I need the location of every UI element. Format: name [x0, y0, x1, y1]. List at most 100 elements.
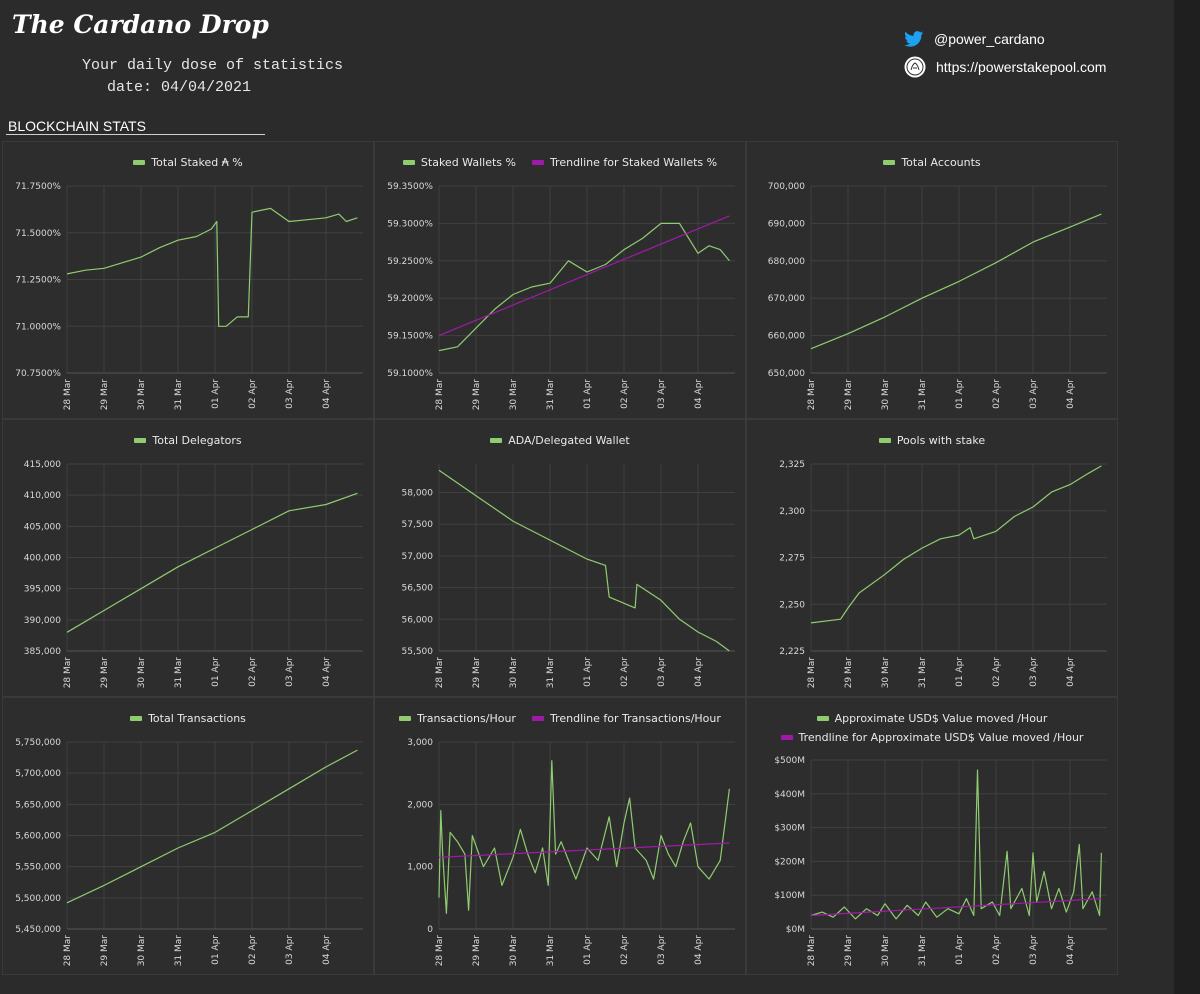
y-tick-label: 5,500,000	[15, 894, 61, 904]
y-tick-label: 71.7500%	[15, 182, 61, 192]
chart-svg: 28 Mar 29 Mar 30 Mar 31 Mar 01 Apr 02 Apr 03 A…	[15, 738, 363, 966]
legend-label: Staked Wallets %	[420, 156, 516, 169]
chart-legend: ADA/Delegated Wallet	[375, 434, 745, 447]
legend-item: Approximate USD$ Value moved /Hour	[816, 712, 1048, 725]
legend-item: Total Staked ₳ %	[133, 156, 243, 169]
chart-svg: 28 Mar 29 Mar 30 Mar 31 Mar 01 Apr 02 Apr 03 A…	[779, 460, 1107, 689]
legend-label: Total Accounts	[901, 156, 981, 169]
x-tick-label: 30 Mar	[509, 379, 519, 411]
x-tick-label: 30 Mar	[137, 379, 147, 411]
x-tick-label: 29 Mar	[472, 379, 482, 411]
y-tick-label: 0	[427, 925, 433, 935]
y-tick-label: 59.3500%	[387, 182, 433, 192]
x-tick-label: 29 Mar	[100, 379, 110, 411]
y-tick-label: 700,000	[768, 182, 805, 192]
legend-swatch-series	[130, 716, 143, 721]
x-tick-label: 03 Apr	[1029, 935, 1039, 965]
x-tick-label: 31 Mar	[174, 379, 184, 411]
y-tick-label: 59.3000%	[387, 219, 433, 229]
legend-item: Staked Wallets %	[402, 156, 516, 169]
legend-label: Trendline for Approximate USD$ Value mov…	[798, 731, 1084, 744]
x-tick-label: 03 Apr	[1029, 657, 1039, 687]
series-line	[810, 213, 1102, 350]
x-tick-label: 01 Apr	[955, 935, 965, 965]
legend-swatch-trend	[780, 735, 793, 740]
trendline	[438, 215, 730, 337]
chart-svg: 28 Mar 29 Mar 30 Mar 31 Mar 01 Apr 02 Apr 03 A…	[774, 756, 1107, 967]
y-tick-label: $500M	[774, 756, 805, 766]
legend-swatch-series	[490, 438, 503, 443]
legend-label: Approximate USD$ Value moved /Hour	[834, 712, 1048, 725]
x-tick-label: 31 Mar	[546, 657, 556, 689]
x-tick-label: 01 Apr	[211, 935, 221, 965]
y-tick-label: 690,000	[768, 219, 805, 229]
y-tick-label: 59.1500%	[387, 332, 433, 342]
y-tick-label: 58,000	[402, 489, 434, 499]
series-line	[66, 207, 358, 327]
legend-item: Trendline for Approximate USD$ Value mov…	[780, 731, 1084, 744]
x-tick-label: 01 Apr	[955, 379, 965, 409]
y-tick-label: 400,000	[24, 554, 61, 564]
legend-item: Transactions/Hour	[399, 712, 516, 725]
legend-swatch-series	[133, 160, 146, 165]
y-tick-label: 650,000	[768, 369, 805, 379]
x-tick-label: 30 Mar	[881, 657, 891, 689]
y-tick-label: 5,600,000	[15, 832, 61, 842]
y-tick-label: 71.5000%	[15, 229, 61, 239]
x-tick-label: 31 Mar	[918, 935, 928, 967]
x-tick-label: 04 Apr	[322, 935, 332, 965]
x-tick-label: 01 Apr	[211, 657, 221, 687]
y-tick-label: 670,000	[768, 294, 805, 304]
legend-label: Transactions/Hour	[417, 712, 516, 725]
y-tick-label: 5,700,000	[15, 769, 61, 779]
chart-panel-accounts: 28 Mar 29 Mar 30 Mar 31 Mar 01 Apr 02 Apr 03 A…	[746, 141, 1118, 419]
chart-svg: 28 Mar 29 Mar 30 Mar 31 Mar 01 Apr 02 Apr 03 A…	[768, 182, 1107, 411]
x-tick-label: 03 Apr	[657, 379, 667, 409]
x-tick-label: 31 Mar	[546, 935, 556, 967]
y-tick-label: $0M	[786, 925, 805, 935]
legend-swatch-series	[883, 160, 896, 165]
x-tick-label: 04 Apr	[322, 379, 332, 409]
page-edge	[1174, 0, 1200, 994]
legend-item: Pools with stake	[878, 434, 985, 447]
x-tick-label: 28 Mar	[807, 657, 817, 689]
legend-item: Total Transactions	[130, 712, 246, 725]
y-tick-label: 2,300	[779, 507, 805, 517]
y-tick-label: 57,000	[402, 552, 434, 562]
legend-swatch-series	[402, 160, 415, 165]
x-tick-label: 28 Mar	[63, 657, 73, 689]
twitter-link[interactable]: @power_cardano	[904, 31, 1045, 47]
y-tick-label: 59.2000%	[387, 294, 433, 304]
x-tick-label: 04 Apr	[1066, 379, 1076, 409]
x-tick-label: 02 Apr	[992, 935, 1002, 965]
legend-swatch-trend	[531, 716, 544, 721]
y-tick-label: 680,000	[768, 257, 805, 267]
x-tick-label: 28 Mar	[435, 935, 445, 967]
legend-label: Total Delegators	[152, 434, 242, 447]
chart-panel-wallets: 28 Mar 29 Mar 30 Mar 31 Mar 01 Apr 02 Apr 03 A…	[374, 141, 746, 419]
x-tick-label: 30 Mar	[881, 379, 891, 411]
y-tick-label: 390,000	[24, 616, 61, 626]
website-link[interactable]: https://powerstakepool.com	[904, 56, 1106, 78]
legend-label: Total Transactions	[148, 712, 246, 725]
x-tick-label: 30 Mar	[509, 935, 519, 967]
x-tick-label: 31 Mar	[918, 379, 928, 411]
x-tick-label: 04 Apr	[694, 379, 704, 409]
x-tick-label: 03 Apr	[285, 935, 295, 965]
y-tick-label: 71.0000%	[15, 322, 61, 332]
y-tick-label: 55,500	[402, 647, 434, 657]
x-tick-label: 02 Apr	[992, 379, 1002, 409]
y-tick-label: 660,000	[768, 332, 805, 342]
y-tick-label: 1,000	[407, 863, 433, 873]
legend-label: Trendline for Staked Wallets %	[549, 156, 718, 169]
chart-legend: Staked Wallets % Trendline for Staked Wal…	[375, 156, 745, 169]
x-tick-label: 02 Apr	[248, 657, 258, 687]
y-tick-label: 2,275	[779, 554, 805, 564]
y-tick-label: 71.2500%	[15, 276, 61, 286]
chart-panel-delegators: 28 Mar 29 Mar 30 Mar 31 Mar 01 Apr 02 Apr 03 A…	[2, 419, 374, 697]
x-tick-label: 29 Mar	[472, 935, 482, 967]
series-line	[66, 492, 358, 633]
trendline	[438, 842, 730, 858]
series-line	[438, 222, 730, 352]
legend-label: ADA/Delegated Wallet	[508, 434, 630, 447]
